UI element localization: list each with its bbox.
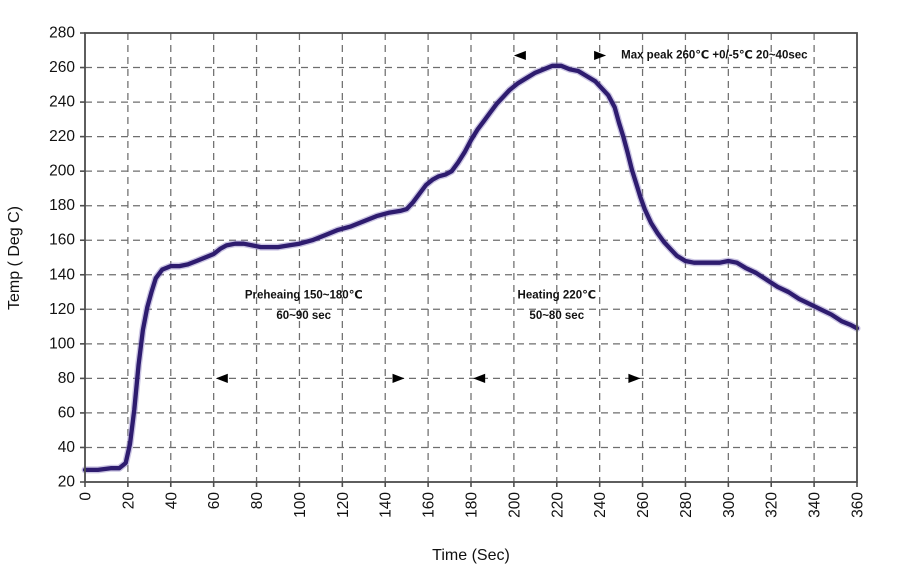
x-tick-label: 200 (506, 492, 523, 518)
annotation-label: Preheaing 150~180℃ (245, 289, 363, 301)
annotation-label: 50~80 sec (529, 310, 584, 322)
grid-layer (85, 33, 857, 482)
x-tick-label: 320 (764, 492, 781, 518)
x-tick-label: 40 (163, 492, 180, 510)
x-tick-label: 340 (807, 492, 824, 518)
x-tick-label: 280 (678, 492, 695, 518)
x-tick-label: 360 (850, 492, 867, 518)
y-tick-label: 60 (58, 404, 76, 421)
y-tick-label: 160 (49, 232, 75, 249)
axis-layer (80, 32, 858, 487)
x-tick-label: 140 (378, 492, 395, 518)
annotation-label: Heating 220℃ (518, 289, 597, 301)
y-tick-label: 20 (58, 474, 76, 491)
x-tick-label: 220 (549, 492, 566, 518)
x-tick-label: 300 (721, 492, 738, 518)
arrowhead-icon (473, 373, 486, 383)
y-axis-title: Temp ( Deg C) (6, 206, 23, 310)
arrowhead-icon (513, 50, 526, 61)
x-axis-title: Time (Sec) (432, 547, 510, 564)
x-tick-label: 100 (292, 492, 309, 518)
y-tick-label: 240 (49, 94, 75, 111)
y-tick-label: 40 (58, 439, 76, 456)
arrowhead-icon (594, 50, 607, 61)
y-tick-label: 200 (49, 163, 75, 180)
y-tick-label: 80 (58, 370, 76, 387)
x-tick-label: 80 (249, 492, 266, 510)
y-tick-label: 180 (49, 197, 75, 214)
x-tick-label: 180 (464, 492, 481, 518)
temperature-curve (82, 63, 860, 473)
annotation-label: 60~90 sec (276, 310, 331, 322)
y-tick-label: 120 (49, 301, 75, 318)
x-tick-label: 20 (120, 492, 137, 510)
x-tick-label: 260 (635, 492, 652, 518)
x-tick-label: 60 (206, 492, 223, 510)
x-tick-label: 240 (592, 492, 609, 518)
x-tick-label: 160 (421, 492, 438, 518)
x-tick-label: 0 (78, 492, 95, 501)
annotation-layer: Preheaing 150~180℃ 60~90 sec Heating 220℃ 5… (215, 49, 808, 383)
y-tick-label: 280 (49, 25, 75, 42)
arrowhead-icon (392, 373, 405, 383)
arrowhead-icon (215, 373, 228, 383)
x-tick-label: 120 (335, 492, 352, 518)
y-tick-label: 220 (49, 128, 75, 145)
annotation-label: Max peak 260℃ +0/-5℃ 20~40sec (621, 49, 808, 61)
series-layer (81, 62, 861, 474)
arrowhead-icon (628, 373, 641, 383)
y-tick-label: 100 (49, 335, 75, 352)
y-tick-label: 140 (49, 266, 75, 283)
y-tick-label: 260 (49, 59, 75, 76)
label-layer: 0 20 40 60 80 100 120 140 160 180 200 220 240 260 280 3… (49, 25, 866, 518)
